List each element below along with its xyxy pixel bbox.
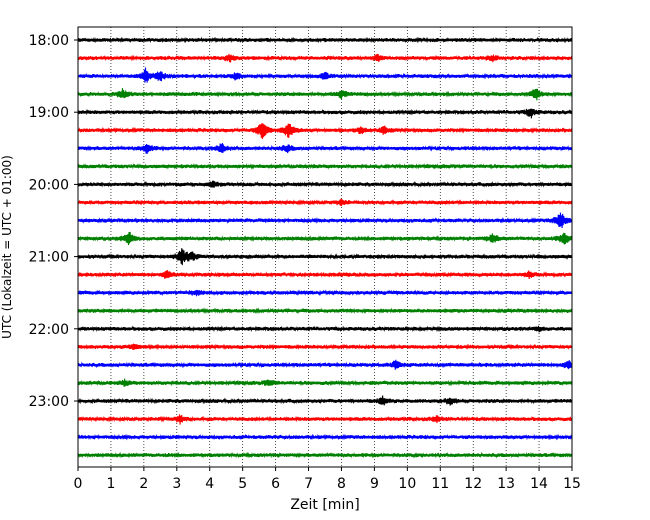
trace-line — [77, 248, 573, 266]
trace-line — [77, 378, 573, 387]
trace-line — [77, 359, 573, 370]
y-tick-label: 23:00 — [29, 394, 69, 410]
x-tick-label: 6 — [271, 476, 280, 492]
trace-line — [77, 162, 573, 170]
x-axis-label: Zeit [min] — [290, 497, 359, 513]
trace-line — [77, 433, 573, 441]
trace-line — [77, 451, 573, 459]
x-tick-label: 9 — [370, 476, 379, 492]
trace-line — [77, 198, 573, 207]
x-tick-label: 8 — [337, 476, 346, 492]
trace-line — [77, 142, 573, 154]
plot-frame — [77, 26, 573, 468]
x-tick-label: 7 — [304, 476, 313, 492]
x-tick-label: 0 — [74, 476, 83, 492]
y-tick-label: 22:00 — [29, 322, 69, 338]
trace-line — [77, 343, 573, 351]
trace-line — [77, 123, 573, 139]
x-tick-label: 4 — [205, 476, 214, 492]
y-tick-label: 21:00 — [29, 250, 69, 266]
seismic-traces — [77, 36, 573, 459]
x-tick-label: 5 — [238, 476, 247, 492]
trace-line — [77, 414, 573, 425]
trace-line — [77, 231, 573, 246]
x-tick-label: 10 — [398, 476, 416, 492]
x-tick-label: 3 — [172, 476, 181, 492]
trace-line — [77, 88, 573, 101]
x-axis-ticks: 0 1 2 3 4 5 6 7 8 9 10 11 12 13 14 15 — [74, 467, 581, 492]
x-tick-label: 14 — [530, 476, 548, 492]
x-tick-label: 1 — [106, 476, 115, 492]
y-tick-label: 18:00 — [29, 33, 69, 49]
grid-lines — [110, 27, 540, 467]
y-tick-label: 19:00 — [29, 105, 69, 121]
trace-line — [77, 395, 573, 406]
trace-line — [77, 108, 573, 119]
x-tick-label: 15 — [563, 476, 581, 492]
trace-line — [77, 212, 573, 229]
trace-line — [77, 67, 573, 83]
trace-line — [77, 289, 573, 297]
trace-line — [77, 53, 573, 63]
y-axis-ticks: 18:00 19:00 20:00 21:00 22:00 23:00 — [29, 33, 78, 410]
y-tick-label: 20:00 — [29, 177, 69, 193]
x-tick-label: 11 — [431, 476, 449, 492]
trace-line — [77, 307, 573, 315]
x-tick-label: 2 — [139, 476, 148, 492]
trace-line — [77, 325, 573, 333]
x-tick-label: 13 — [497, 476, 515, 492]
trace-line — [77, 180, 573, 188]
trace-line — [77, 270, 573, 279]
trace-line — [77, 36, 573, 44]
y-axis-label: UTC (Lokalzeit = UTC + 01:00) — [0, 155, 14, 339]
x-tick-label: 12 — [464, 476, 482, 492]
